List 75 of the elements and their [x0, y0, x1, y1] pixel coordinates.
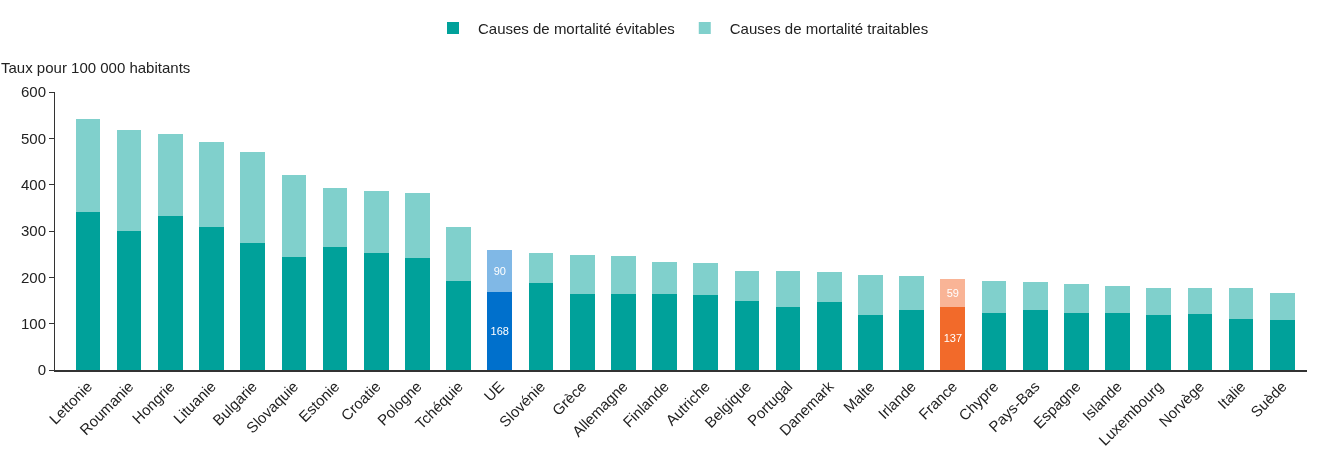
bar: [1146, 315, 1172, 370]
bar: [1105, 285, 1130, 314]
bar: [981, 280, 1007, 314]
bar: [405, 193, 430, 259]
bar: [157, 133, 183, 217]
y-tick-label: 300: [20, 222, 46, 240]
bar: [1064, 284, 1089, 314]
bar: [322, 188, 348, 248]
bar: [652, 294, 677, 370]
bar: [487, 292, 513, 370]
y-tick-label: 100: [20, 314, 46, 332]
bar: [652, 261, 677, 295]
bar: [281, 257, 307, 370]
bar: [363, 253, 389, 370]
bar: [858, 315, 883, 370]
bar: [1022, 309, 1048, 370]
bar: [1187, 287, 1213, 315]
bar: [569, 294, 595, 370]
bar: [446, 227, 471, 281]
y-tick-label: 0: [37, 361, 46, 379]
x-tick-label: Italie: [1214, 377, 1249, 413]
bar: [775, 306, 801, 370]
bar: [1228, 288, 1254, 319]
bar: [75, 212, 101, 370]
data-label: 137: [943, 332, 962, 345]
bar: [734, 271, 760, 301]
bar: [363, 191, 389, 254]
y-tick-label: 200: [20, 268, 46, 286]
bar: [1022, 281, 1048, 310]
legend-label: Causes de mortalité évitables: [478, 19, 675, 37]
bar: [1064, 313, 1089, 370]
bar: [610, 294, 636, 370]
bar: [981, 313, 1007, 370]
bar: [1228, 318, 1254, 370]
bar: [157, 216, 183, 370]
bar: [240, 152, 266, 243]
bar: [116, 230, 142, 370]
bar: [693, 295, 719, 370]
bar: [610, 255, 636, 295]
bar: [405, 258, 430, 370]
bar: [116, 129, 142, 231]
bar: [569, 254, 595, 295]
bar: [1269, 292, 1295, 321]
bar: [487, 250, 513, 293]
bar: [816, 272, 842, 303]
bar: [940, 279, 966, 307]
bar: [281, 175, 307, 258]
bar: [528, 253, 554, 284]
bar: [75, 119, 101, 213]
bar: [1269, 320, 1295, 370]
y-tick-label: 600: [20, 83, 46, 101]
bar: [1105, 313, 1130, 370]
data-label: 90: [493, 265, 506, 278]
bar: [199, 227, 224, 370]
bar: [1146, 287, 1172, 316]
bar: [734, 300, 760, 370]
bar: [693, 262, 719, 296]
bar: [1187, 314, 1213, 370]
bar: [899, 276, 924, 310]
data-label: 168: [490, 325, 509, 338]
bar: [446, 280, 471, 370]
bar: [199, 142, 224, 228]
bar: [899, 309, 924, 370]
data-label: 59: [946, 286, 959, 299]
bar: [858, 275, 883, 316]
legend-label: Causes de mortalité traitables: [729, 19, 929, 37]
y-axis-title: Taux pour 100 000 habitants: [1, 59, 191, 76]
bar: [528, 283, 554, 370]
bar: [816, 302, 842, 370]
y-tick-label: 400: [20, 175, 46, 193]
bar: [775, 271, 801, 307]
bar: [322, 247, 348, 370]
y-tick-label: 500: [20, 129, 46, 147]
bar: [940, 306, 966, 370]
bar: [240, 242, 266, 370]
